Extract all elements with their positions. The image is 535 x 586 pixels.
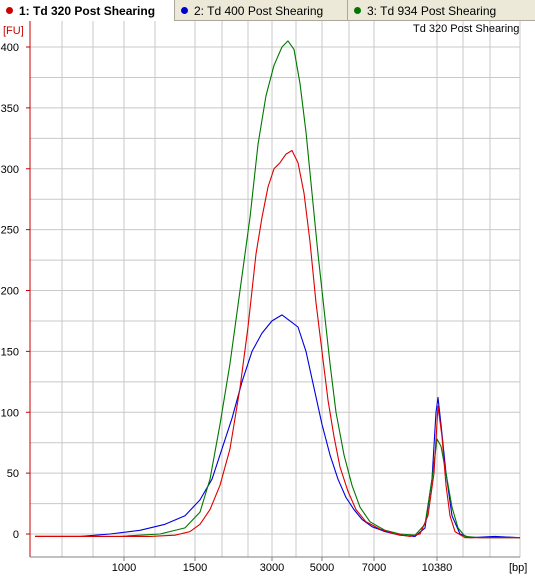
chart-title: Td 320 Post Shearing (413, 23, 519, 35)
y-tick-label: 400 (1, 42, 19, 54)
y-tick-label: 100 (1, 407, 19, 419)
x-tick-label: 1500 (183, 562, 207, 574)
x-tick-label: 5000 (310, 562, 334, 574)
x-tick-label: 10380 (422, 562, 453, 574)
y-tick-label: 150 (1, 346, 19, 358)
y-tick-label: 0 (13, 529, 19, 541)
y-tick-label: 250 (1, 225, 19, 237)
sample-1-color-dot (6, 7, 13, 14)
tab-sample-2[interactable]: 2: Td 400 Post Shearing (175, 0, 348, 21)
tab-sample-2-label: 2: Td 400 Post Shearing (194, 3, 324, 18)
sample-3-color-dot (354, 7, 361, 14)
y-tick-label: 350 (1, 103, 19, 115)
tab-sample-1[interactable]: 1: Td 320 Post Shearing (0, 0, 175, 21)
series-line-1 (35, 149, 520, 539)
series-layer (35, 40, 521, 539)
tab-bar: 1: Td 320 Post Shearing 2: Td 400 Post S… (0, 0, 535, 21)
tick-labels: 0 50 100 150 200 250 300 350 400 1000 1500 3000 5000… (1, 42, 453, 574)
y-tick-label: 50 (7, 468, 19, 480)
y-tick-label: 200 (1, 286, 19, 298)
tab-sample-3[interactable]: 3: Td 934 Post Shearing (348, 0, 535, 21)
tab-sample-1-label: 1: Td 320 Post Shearing (19, 3, 156, 18)
tab-sample-3-label: 3: Td 934 Post Shearing (367, 3, 497, 18)
y-tick-label: 300 (1, 164, 19, 176)
series-line-3 (35, 40, 520, 539)
x-tick-label: 1000 (112, 562, 136, 574)
y-axis-unit-label: [FU] (3, 25, 24, 37)
sample-2-color-dot (181, 7, 188, 14)
electropherogram-chart: 0 50 100 150 200 250 300 350 400 1000 1500 3000 5000… (1, 21, 527, 574)
x-axis-unit-label: [bp] (509, 562, 527, 574)
x-tick-label: 7000 (362, 562, 386, 574)
grid-lines (30, 21, 521, 557)
x-tick-label: 3000 (260, 562, 284, 574)
axes (26, 21, 520, 561)
series-line-2 (35, 314, 521, 539)
